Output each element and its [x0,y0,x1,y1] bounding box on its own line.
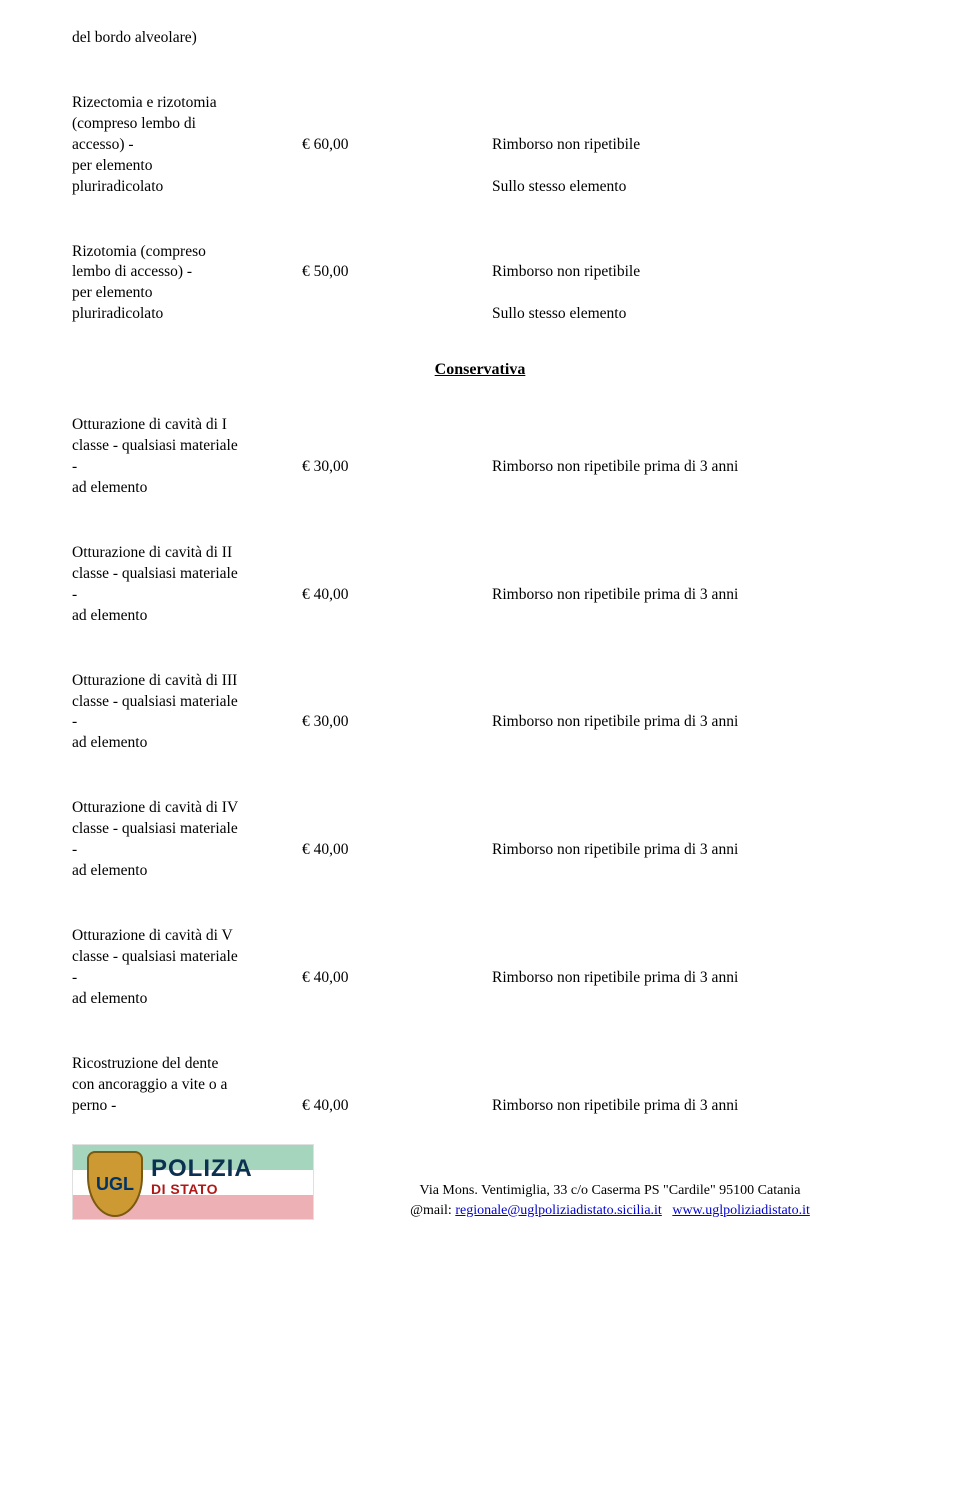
item-ott4-l2: classe - qualsiasi materiale [72,819,302,840]
item-ott2-l4: ad elemento [72,606,302,627]
item-ricostruzione-l2: con ancoraggio a vite o a [72,1075,302,1096]
item-ott2-l3: - [72,585,302,606]
item-ott5-price: € 40,00 [302,968,492,989]
footer-mail-label: @mail: [410,1203,452,1218]
logo-text-polizia: POLIZIA [151,1155,305,1183]
item-ott2-l2: classe - qualsiasi materiale [72,564,302,585]
item-rizotomia-l1: Rizotomia (compreso [72,242,302,263]
item-ricostruzione-price: € 40,00 [302,1096,492,1117]
item-rizotomia-r2: Sullo stesso elemento [492,304,888,325]
item-rizotomia-l4: pluriradicolato [72,304,302,325]
footer-site-link[interactable]: www.uglpoliziadistato.it [672,1203,810,1218]
item-rizotomia-price: € 50,00 [302,262,492,283]
item-ott4-r: Rimborso non ripetibile prima di 3 anni [492,840,888,861]
item-ott2-l1: Otturazione di cavità di II [72,543,302,564]
item-ott1-r: Rimborso non ripetibile prima di 3 anni [492,457,888,478]
item-rizectomia-l4: per elemento [72,156,302,177]
item-ott4-l4: ad elemento [72,861,302,882]
item-rizectomia-l2: (compreso lembo di [72,114,302,135]
item-rizectomia-r2: Sullo stesso elemento [492,177,888,198]
item-rizotomia-r1: Rimborso non ripetibile [492,262,888,283]
item-ott5-l1: Otturazione di cavità di V [72,926,302,947]
item-ott3-l2: classe - qualsiasi materiale [72,692,302,713]
footer-address: Via Mons. Ventimiglia, 33 c/o Caserma PS… [332,1181,888,1201]
logo-text-stato: DI STATO [151,1181,305,1197]
item-ott2-price: € 40,00 [302,585,492,606]
item-ricostruzione-l3: perno - [72,1096,302,1117]
item-ott1-l3: - [72,457,302,478]
item-ott4-price: € 40,00 [302,840,492,861]
item-ott5-l4: ad elemento [72,989,302,1010]
item-ott1-l4: ad elemento [72,478,302,499]
item-ott1-l2: classe - qualsiasi materiale [72,436,302,457]
item-ott3-l1: Otturazione di cavità di III [72,671,302,692]
item-ott4-l3: - [72,840,302,861]
item-ott3-price: € 30,00 [302,712,492,733]
top-fragment: del bordo alveolare) [72,28,302,49]
section-title-conservativa: Conservativa [72,361,888,379]
item-ott5-l2: classe - qualsiasi materiale [72,947,302,968]
item-ott1-price: € 30,00 [302,457,492,478]
item-rizectomia-l1: Rizectomia e rizotomia [72,93,302,114]
item-rizectomia-l3: accesso) - [72,135,302,156]
item-rizectomia-l5: pluriradicolato [72,177,302,198]
item-ott5-l3: - [72,968,302,989]
item-ott5-r: Rimborso non ripetibile prima di 3 anni [492,968,888,989]
item-ott3-l4: ad elemento [72,733,302,754]
item-ott4-l1: Otturazione di cavità di IV [72,798,302,819]
item-rizotomia-l3: per elemento [72,283,302,304]
footer-logo: UGL POLIZIA DI STATO [72,1144,314,1220]
item-ricostruzione-r: Rimborso non ripetibile prima di 3 anni [492,1096,888,1117]
item-ricostruzione-l1: Ricostruzione del dente [72,1054,302,1075]
item-rizectomia-price: € 60,00 [302,135,492,156]
item-ott1-l1: Otturazione di cavità di I [72,415,302,436]
item-rizotomia-l2: lembo di accesso) - [72,262,302,283]
footer-mail-link[interactable]: regionale@uglpoliziadistato.sicilia.it [455,1203,662,1218]
item-ott3-r: Rimborso non ripetibile prima di 3 anni [492,712,888,733]
item-rizectomia-r1: Rimborso non ripetibile [492,135,888,156]
item-ott2-r: Rimborso non ripetibile prima di 3 anni [492,585,888,606]
item-ott3-l3: - [72,712,302,733]
